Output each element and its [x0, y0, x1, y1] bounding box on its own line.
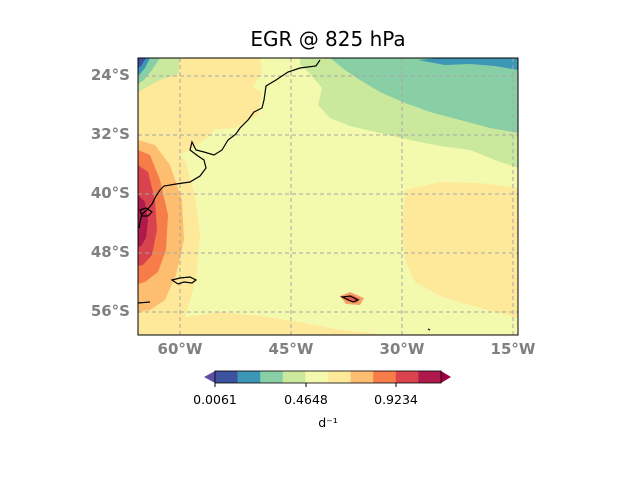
contour-green-ne [330, 58, 518, 133]
colorbar-unit-label: d⁻¹ [318, 415, 338, 430]
contour-pale-east [402, 182, 518, 318]
colorbar-swatch [305, 371, 329, 383]
colorbar-swatch [418, 371, 442, 383]
colorbar-swatch [350, 371, 374, 383]
lon-label-30w: 30°W [380, 340, 425, 358]
colorbar-swatch [237, 371, 261, 383]
contour-island-halo [340, 292, 364, 305]
map-title: EGR @ 825 hPa [250, 27, 406, 51]
colorbar-tick-1: 0.4648 [284, 392, 328, 407]
coastline [138, 59, 431, 331]
colorbar-swatch [282, 371, 306, 383]
contour-pale-nw [138, 58, 262, 166]
colorbar-swatches [215, 371, 442, 383]
latitude-labels: 24°S 32°S 40°S 48°S 56°S [91, 66, 130, 320]
lat-label-48s: 48°S [91, 243, 130, 261]
colorbar-under-extension [204, 371, 215, 383]
lat-label-40s: 40°S [91, 184, 130, 202]
lon-label-15w: 15°W [491, 340, 536, 358]
colorbar-tick-0: 0.0061 [193, 392, 237, 407]
colorbar-swatch [373, 371, 397, 383]
egr-contour-field [138, 58, 518, 335]
colorbar-swatch [215, 371, 238, 383]
lat-label-24s: 24°S [91, 66, 130, 84]
colorbar-swatch [328, 371, 351, 383]
lon-label-60w: 60°W [158, 340, 203, 358]
gridlines [138, 58, 518, 335]
colorbar-tick-2: 0.9234 [374, 392, 418, 407]
contour-pale-south [180, 312, 380, 335]
lat-label-56s: 56°S [91, 302, 130, 320]
colorbar-swatch [260, 371, 284, 383]
colorbar: 0.0061 0.4648 0.9234 d⁻¹ [193, 370, 451, 430]
lon-label-45w: 45°W [269, 340, 314, 358]
contour-teal-ne [418, 58, 518, 70]
map-frame [137, 57, 519, 336]
lat-label-32s: 32°S [91, 125, 130, 143]
contour-blue-nw [138, 58, 146, 68]
colorbar-swatch [395, 371, 419, 383]
colorbar-over-extension [441, 371, 451, 383]
colorbar-frame [214, 370, 442, 384]
longitude-labels: 60°W 45°W 30°W 15°W [158, 340, 536, 358]
